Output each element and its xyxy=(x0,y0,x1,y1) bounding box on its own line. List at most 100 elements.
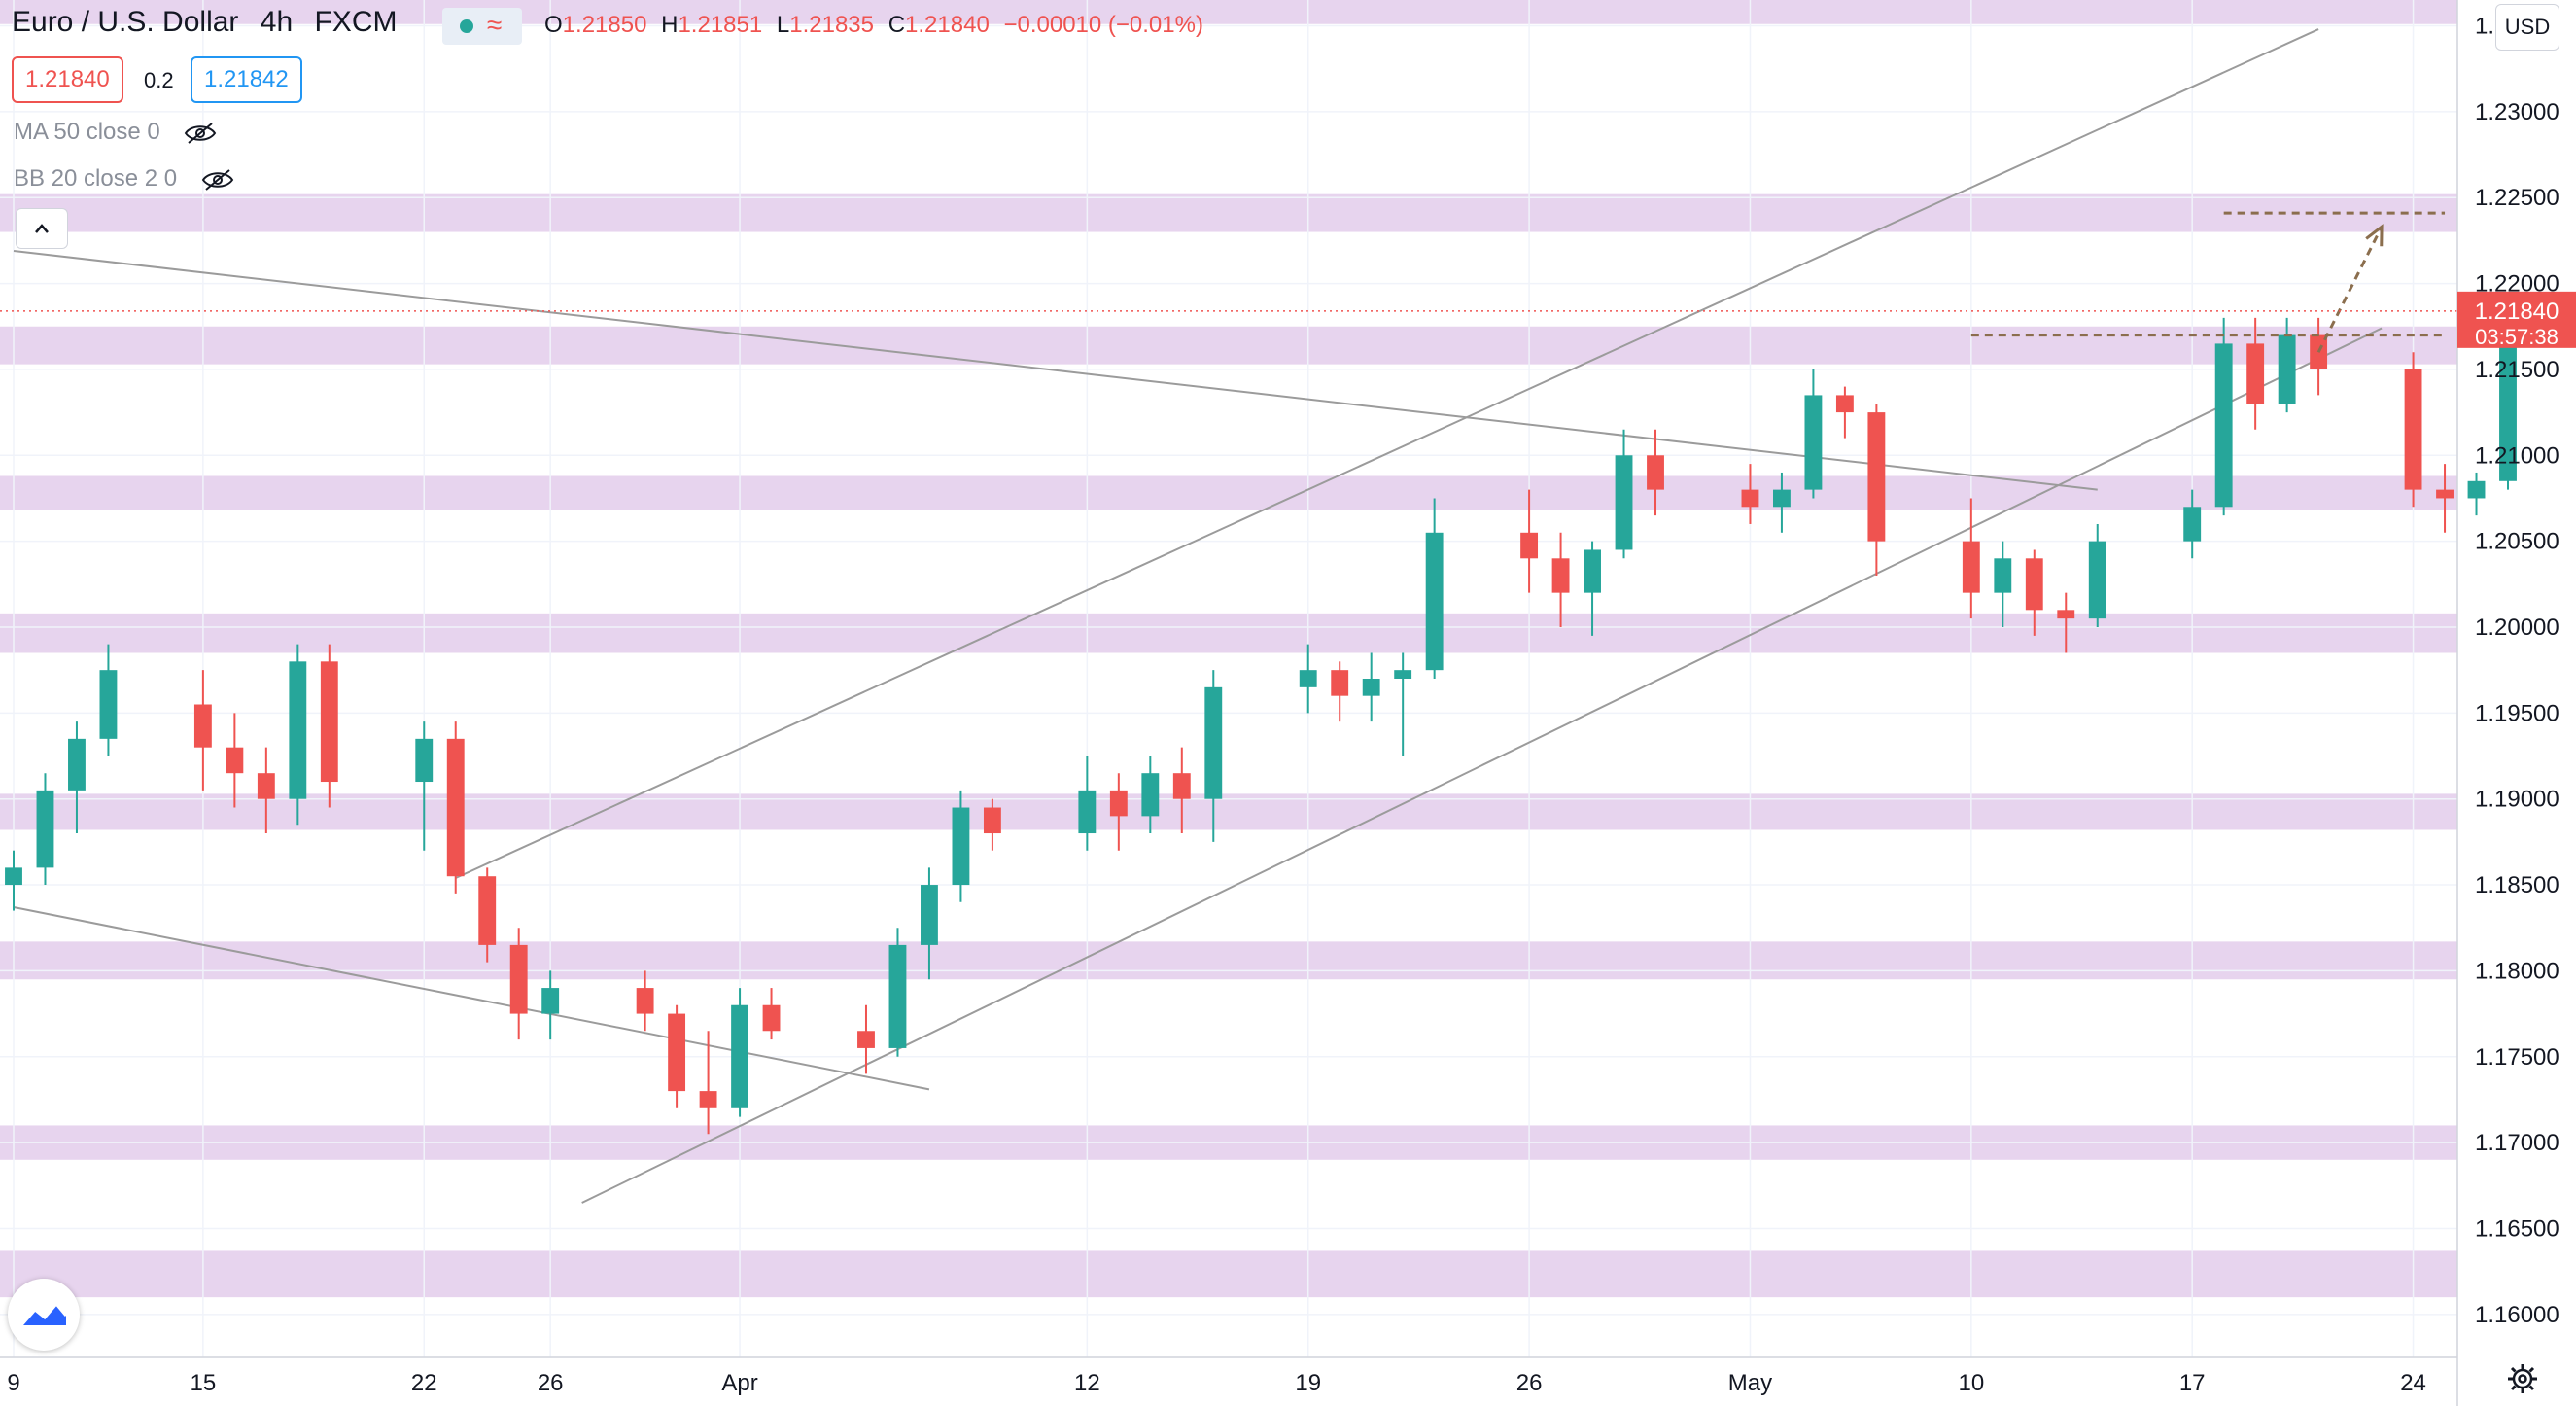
candle-body xyxy=(2057,610,2075,619)
candle-27 xyxy=(1172,747,1191,834)
candle-body xyxy=(1331,670,1349,696)
indicator-bb[interactable]: BB 20 close 2 0 xyxy=(14,165,234,193)
candle-38 xyxy=(1647,429,1664,516)
zones-layer xyxy=(0,0,2457,1298)
sell-button[interactable]: 1.21840 xyxy=(12,56,123,103)
grid-layer xyxy=(0,0,2457,1357)
price-tick-label: 1.21000 xyxy=(2475,442,2559,469)
price-tick-label: 1.17500 xyxy=(2475,1044,2559,1071)
high-label: H xyxy=(661,12,679,38)
time-tick-label: 15 xyxy=(191,1370,217,1396)
time-tick-label: Apr xyxy=(721,1370,757,1396)
exchange-label: FXCM xyxy=(314,6,398,38)
candle-11 xyxy=(478,867,497,963)
candle-body xyxy=(2499,334,2517,481)
interval-label[interactable]: 4h xyxy=(260,6,294,38)
candle-body xyxy=(478,876,497,945)
candle-3 xyxy=(99,644,118,756)
candle-51 xyxy=(2246,317,2265,430)
candle-8 xyxy=(320,644,338,808)
candle-body xyxy=(762,1004,781,1032)
indicator-bb-label: BB 20 close 2 0 xyxy=(14,165,178,192)
trendline-2 xyxy=(455,28,2319,879)
candle-body xyxy=(99,670,118,739)
wave-icon: ≈ xyxy=(487,10,503,40)
sr-zone-5 xyxy=(0,793,2457,830)
candle-37 xyxy=(1615,429,1633,559)
candle-body xyxy=(1835,395,1854,413)
candle-29 xyxy=(1299,644,1317,714)
candle-41 xyxy=(1804,369,1823,499)
close-value: 1.21840 xyxy=(905,12,990,38)
sr-zone-6 xyxy=(0,941,2457,980)
projection-arrowhead xyxy=(2365,224,2384,247)
candle-body xyxy=(446,738,465,877)
market-status[interactable]: ≈ xyxy=(442,8,522,45)
sr-zone-8 xyxy=(0,1250,2457,1298)
price-tick-label: 1.19000 xyxy=(2475,787,2559,813)
candle-55 xyxy=(2436,464,2454,533)
candle-39 xyxy=(1741,464,1759,524)
candle-body xyxy=(1584,549,1601,593)
price-axis: 1.235001.230001.225001.220001.215001.210… xyxy=(2475,14,2559,1328)
sr-zone-3 xyxy=(0,475,2457,510)
candle-24 xyxy=(1078,756,1097,851)
candle-body xyxy=(2246,343,2265,404)
candle-20 xyxy=(888,928,907,1057)
candle-body xyxy=(857,1031,875,1048)
price-tick-label: 1.20500 xyxy=(2475,529,2559,555)
collapse-legend-button[interactable] xyxy=(16,208,68,249)
candle-34 xyxy=(1520,489,1539,593)
trendline-3 xyxy=(581,327,2383,1204)
change-value: −0.00010 (−0.01%) xyxy=(1003,12,1203,38)
candle-body xyxy=(2025,558,2043,611)
settings-button[interactable] xyxy=(2506,1362,2539,1400)
trendlines-layer xyxy=(13,28,2383,1204)
candle-body xyxy=(1520,532,1539,559)
eye-hidden-icon[interactable] xyxy=(201,168,234,192)
candle-body xyxy=(1615,455,1633,550)
tradingview-logo-icon[interactable] xyxy=(8,1279,80,1351)
time-tick-label: 24 xyxy=(2400,1370,2426,1396)
candle-16 xyxy=(699,1031,717,1135)
candle-body xyxy=(415,738,434,783)
candle-46 xyxy=(2025,549,2043,636)
buy-button[interactable]: 1.21842 xyxy=(191,56,302,103)
candle-body xyxy=(541,988,560,1014)
candle-30 xyxy=(1331,661,1349,722)
candle-54 xyxy=(2404,352,2422,508)
candle-body xyxy=(2278,334,2296,404)
candle-body xyxy=(1994,558,2012,593)
time-tick-label: 19 xyxy=(1295,1370,1321,1396)
close-label: C xyxy=(888,12,906,38)
candle-body xyxy=(2214,343,2233,508)
candle-body xyxy=(1078,790,1097,834)
candle-body xyxy=(888,944,907,1048)
candle-body xyxy=(1551,558,1570,593)
candle-2 xyxy=(68,721,86,834)
time-tick-label: 12 xyxy=(1074,1370,1100,1396)
candle-14 xyxy=(636,970,654,1032)
candle-4 xyxy=(193,670,212,791)
candle-body xyxy=(2404,369,2422,490)
currency-button[interactable]: USD xyxy=(2495,4,2559,51)
candle-18 xyxy=(762,988,781,1040)
price-tick-label: 1.17000 xyxy=(2475,1130,2559,1156)
candle-10 xyxy=(446,721,465,894)
candle-19 xyxy=(857,1004,875,1074)
spread-value: 0.2 xyxy=(144,68,174,92)
symbol-header[interactable]: Euro / U.S. Dollar 4h FXCM xyxy=(12,6,410,39)
candle-body xyxy=(2088,541,2106,619)
candle-body xyxy=(68,738,86,791)
candle-body xyxy=(1299,670,1317,687)
symbol-name[interactable]: Euro / U.S. Dollar xyxy=(12,6,239,38)
projection-arrow xyxy=(2316,226,2384,353)
candle-body xyxy=(699,1091,717,1108)
candle-50 xyxy=(2214,317,2233,516)
indicator-ma[interactable]: MA 50 close 0 xyxy=(14,119,217,146)
last-price-value: 1.21840 xyxy=(2475,299,2559,325)
candle-25 xyxy=(1109,773,1128,851)
candle-body xyxy=(509,944,528,1014)
eye-hidden-icon[interactable] xyxy=(184,122,217,145)
